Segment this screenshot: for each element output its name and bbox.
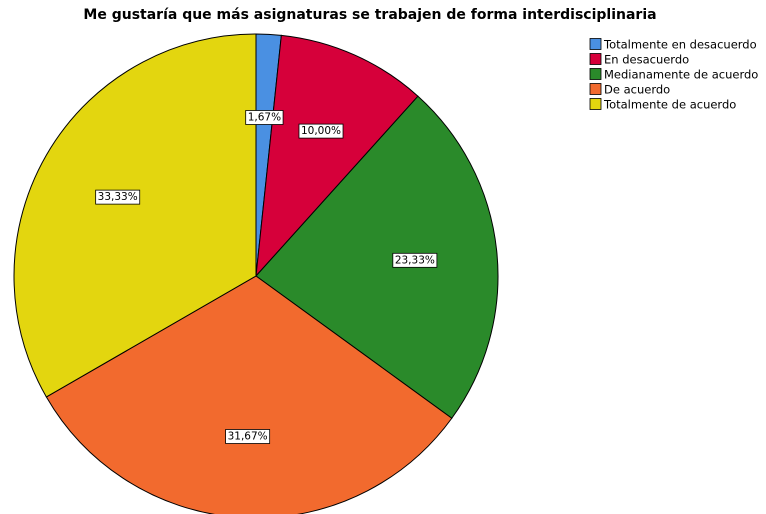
legend-label: De acuerdo	[604, 83, 670, 97]
pie-slice	[45, 275, 453, 514]
pie-slice	[13, 33, 257, 398]
value-label-box	[225, 429, 271, 444]
value-label-box	[298, 123, 344, 139]
pie-slice	[255, 34, 419, 278]
legend-label: Medianamente de acuerdo	[604, 68, 758, 82]
value-label: 33,33%	[95, 189, 141, 205]
value-label: 10,00%	[298, 123, 344, 139]
value-label-text: 10,00%	[301, 125, 341, 137]
value-label-text: 23,33%	[395, 254, 435, 266]
value-label-text: 1,67%	[248, 111, 281, 123]
legend-swatch	[589, 53, 602, 65]
value-label-text: 33,33%	[98, 191, 138, 203]
legend-label: En desacuerdo	[604, 53, 689, 67]
legend-swatch	[589, 98, 602, 110]
legend-swatch	[589, 83, 602, 95]
legend-label: Totalmente de acuerdo	[603, 98, 736, 112]
value-label: 31,67%	[225, 429, 271, 444]
legend-swatch	[589, 68, 602, 80]
legend-label: Totalmente en desacuerdo	[603, 38, 757, 52]
legend-swatch	[589, 38, 602, 50]
value-label-box	[95, 189, 141, 205]
value-label-box	[245, 110, 284, 125]
pie-slice	[255, 95, 499, 419]
value-label-box	[392, 252, 438, 268]
chart-title: Me gustaría que más asignaturas se traba…	[83, 7, 656, 23]
value-label: 1,67%	[245, 110, 284, 125]
value-label: 23,33%	[392, 252, 438, 268]
value-label-text: 31,67%	[228, 431, 268, 443]
